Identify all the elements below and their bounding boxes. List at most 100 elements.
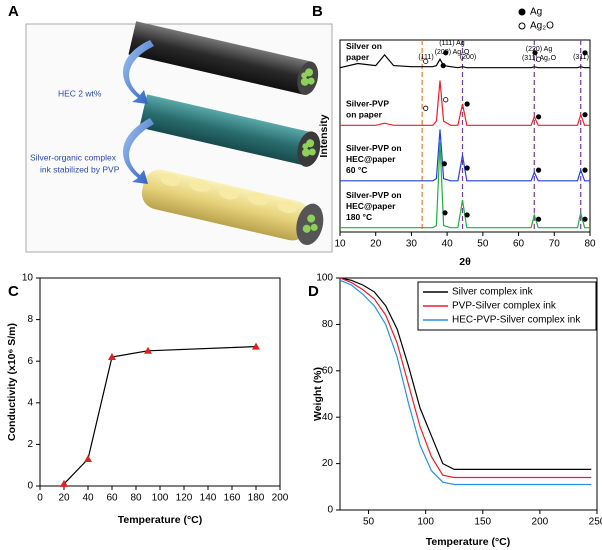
plot-frame: [339, 277, 598, 511]
arrow: [122, 40, 154, 104]
series-line: [340, 129, 590, 182]
phase-marker: [582, 50, 588, 56]
step-label: ink stabilized by PVP: [40, 164, 120, 174]
legend-label: PVP-Silver complex ink: [452, 301, 557, 312]
x-axis-label: 2θ: [459, 256, 471, 268]
fiber-silver: [141, 169, 324, 246]
y-tick-label: 80: [322, 319, 334, 330]
x-tick-label: 20: [58, 493, 70, 504]
phase-marker: [535, 56, 542, 62]
peak-annotation: (111) Ag: [439, 40, 465, 47]
series-line: [339, 277, 592, 470]
data-point: [60, 479, 68, 487]
peak-annotation: (200) Ag₂O: [435, 49, 470, 56]
step-label: HEC 2 wt%: [58, 88, 102, 98]
phase-marker: [582, 167, 588, 173]
arrow: [122, 118, 154, 184]
y-tick-label: 4: [27, 397, 33, 408]
phase-marker: [582, 216, 588, 222]
x-tick-label: 200: [272, 493, 289, 504]
sample-label: 60 °C: [346, 165, 367, 175]
x-tick-label: 70: [549, 239, 561, 250]
x-tick-label: 200: [532, 517, 549, 528]
x-tick-label: 140: [200, 493, 217, 504]
phase-marker: [535, 216, 542, 222]
series-line: [63, 346, 257, 485]
phase-marker: [532, 50, 538, 56]
phase-marker: [464, 165, 470, 171]
sample-label: Silver-PVP on: [346, 190, 402, 200]
sample-label: 180 °C: [346, 212, 372, 222]
legend-marker: [518, 22, 526, 30]
x-tick-label: 30: [406, 239, 418, 250]
series-line: [339, 277, 592, 479]
x-tick-label: 150: [474, 517, 491, 528]
y-axis-label: Conductivity (x10⁶ S/m): [6, 323, 18, 441]
y-tick-label: 2: [27, 439, 33, 450]
series-line: [339, 279, 592, 486]
phase-marker: [535, 167, 542, 173]
x-axis-label: Temperature (°C): [118, 514, 203, 526]
x-tick-label: 160: [224, 493, 241, 504]
x-tick-label: 100: [152, 493, 169, 504]
y-axis-label: Weight (%): [312, 367, 324, 421]
x-tick-label: 80: [130, 493, 142, 504]
series-line: [340, 142, 590, 229]
data-point: [252, 342, 260, 350]
peak-annotation: (111): [418, 54, 433, 61]
fiber-paper: [128, 21, 319, 95]
legend-label: Ag₂O: [530, 21, 554, 32]
series-line: [340, 80, 590, 126]
panel-letter: C: [8, 283, 19, 300]
data-point: [84, 454, 92, 462]
y-tick-label: 0: [27, 481, 33, 492]
x-tick-label: 80: [584, 239, 596, 250]
x-tick-label: 40: [442, 239, 454, 250]
sample-label: paper: [346, 52, 370, 62]
y-tick-label: 6: [27, 356, 33, 367]
step-label: Silver-organic complex: [30, 152, 117, 162]
legend-marker: [518, 8, 526, 16]
phase-marker: [441, 161, 447, 167]
x-tick-label: 250: [589, 517, 602, 528]
sample-label: HEC@paper: [346, 201, 396, 211]
sample-label: on paper: [346, 110, 383, 120]
sample-label: HEC@paper: [346, 154, 396, 164]
phase-marker: [535, 114, 542, 120]
x-tick-label: 10: [334, 239, 346, 250]
x-tick-label: 20: [370, 239, 382, 250]
legend-label: Ag: [530, 7, 542, 18]
legend-label: HEC-PVP-Silver complex ink: [452, 315, 581, 326]
x-tick-label: 60: [513, 239, 525, 250]
x-tick-label: 60: [106, 493, 118, 504]
x-axis-label: Temperature (°C): [426, 536, 511, 548]
phase-marker: [582, 112, 588, 118]
y-tick-label: 60: [322, 365, 334, 376]
phase-marker: [443, 97, 449, 103]
legend-label: Silver complex ink: [452, 287, 534, 298]
fiber-hec: [139, 94, 321, 167]
peak-annotation: (220) Ag: [526, 46, 553, 53]
data-point: [108, 353, 116, 361]
y-tick-label: 40: [322, 412, 334, 423]
plot-frame: [339, 39, 591, 233]
x-tick-label: 120: [176, 493, 193, 504]
peak-annotation: (200): [460, 54, 476, 61]
y-axis-label: Intensity: [318, 114, 330, 157]
x-tick-label: 50: [363, 517, 375, 528]
phase-marker: [464, 101, 470, 107]
phase-marker: [423, 58, 429, 64]
x-tick-label: 0: [37, 493, 43, 504]
data-point: [144, 346, 152, 354]
phase-marker: [464, 212, 470, 218]
phase-marker: [423, 105, 429, 111]
y-tick-label: 100: [316, 273, 333, 284]
y-tick-label: 0: [327, 505, 333, 516]
y-tick-label: 8: [27, 314, 33, 325]
x-tick-label: 100: [417, 517, 434, 528]
panel-letter: A: [8, 3, 19, 20]
x-tick-label: 50: [477, 239, 489, 250]
panel-letter: D: [308, 283, 319, 300]
y-tick-label: 10: [22, 273, 34, 284]
